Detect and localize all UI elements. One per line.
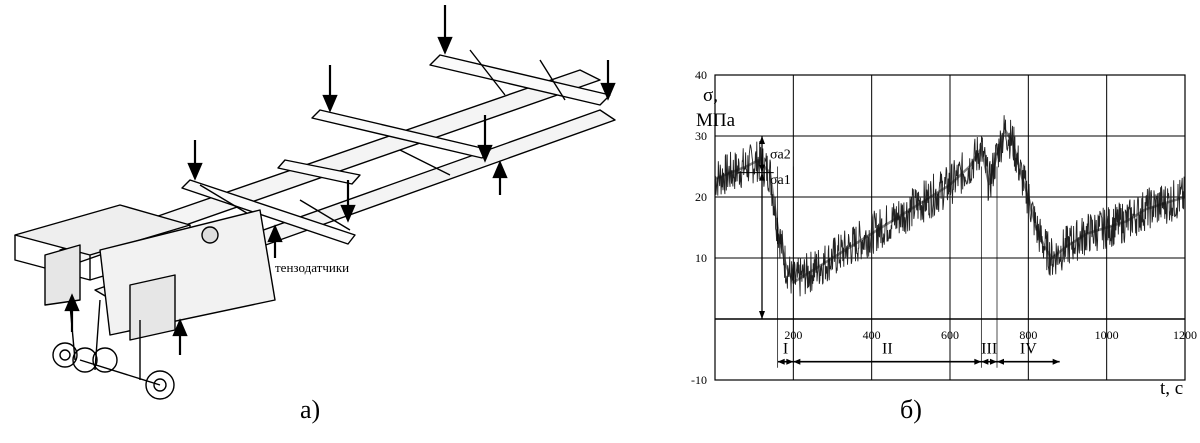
panel-b-label: б) xyxy=(900,395,922,424)
segment-arrowhead xyxy=(997,358,1004,365)
amplitude-arrowhead xyxy=(759,311,765,319)
segment-arrowhead xyxy=(1052,358,1060,365)
strain-gauge-label: тензодатчики xyxy=(275,260,349,275)
segment-arrowhead xyxy=(786,358,794,365)
amplitude-label: σa2 xyxy=(770,147,791,162)
y-tick-label: 10 xyxy=(695,251,707,265)
x-tick-label: 800 xyxy=(1019,328,1037,342)
tick-labels: 200 400 600 800 1000 1200 -10 10 20 30 40 xyxy=(691,68,1197,387)
frame-drawing: тензодатчики xyxy=(14,5,616,400)
y-axis-label-unit: МПа xyxy=(696,110,736,131)
segment-arrowhead xyxy=(974,358,982,365)
x-axis-label: t, с xyxy=(1160,378,1183,399)
y-tick-label: 30 xyxy=(695,129,707,143)
amplitude-arrowhead xyxy=(759,164,765,173)
stress-chart: σa2 σa1 I II III IV 200 400 600 800 1000 1200 -10 10… xyxy=(640,0,1200,438)
x-tick-label: 400 xyxy=(863,328,881,342)
x-tick-label: 1000 xyxy=(1095,328,1119,342)
y-axis-label-symbol: σ, xyxy=(703,85,718,106)
segment-label: I xyxy=(783,341,788,358)
segment-arrowhead xyxy=(793,358,801,365)
segment-label: II xyxy=(882,341,893,358)
panel-a-label: а) xyxy=(300,395,321,424)
segment-arrowhead xyxy=(990,358,997,365)
x-tick-label: 1200 xyxy=(1173,328,1197,342)
segment-arrowhead xyxy=(981,358,989,365)
amplitude-arrowhead xyxy=(759,172,765,181)
stress-trend xyxy=(714,126,1186,285)
segment-label: IV xyxy=(1020,341,1037,358)
segment-label: III xyxy=(981,341,997,358)
x-tick-label: 600 xyxy=(941,328,959,342)
amplitude-label: σa1 xyxy=(770,173,791,188)
y-tick-label: -10 xyxy=(691,373,707,387)
segment-arrowhead xyxy=(777,358,785,365)
amplitude-arrowhead xyxy=(759,136,765,144)
y-tick-label: 20 xyxy=(695,190,707,204)
frame-figure: тензодатчики xyxy=(14,5,616,400)
y-tick-label: 40 xyxy=(695,68,707,82)
x-tick-label: 200 xyxy=(784,328,802,342)
